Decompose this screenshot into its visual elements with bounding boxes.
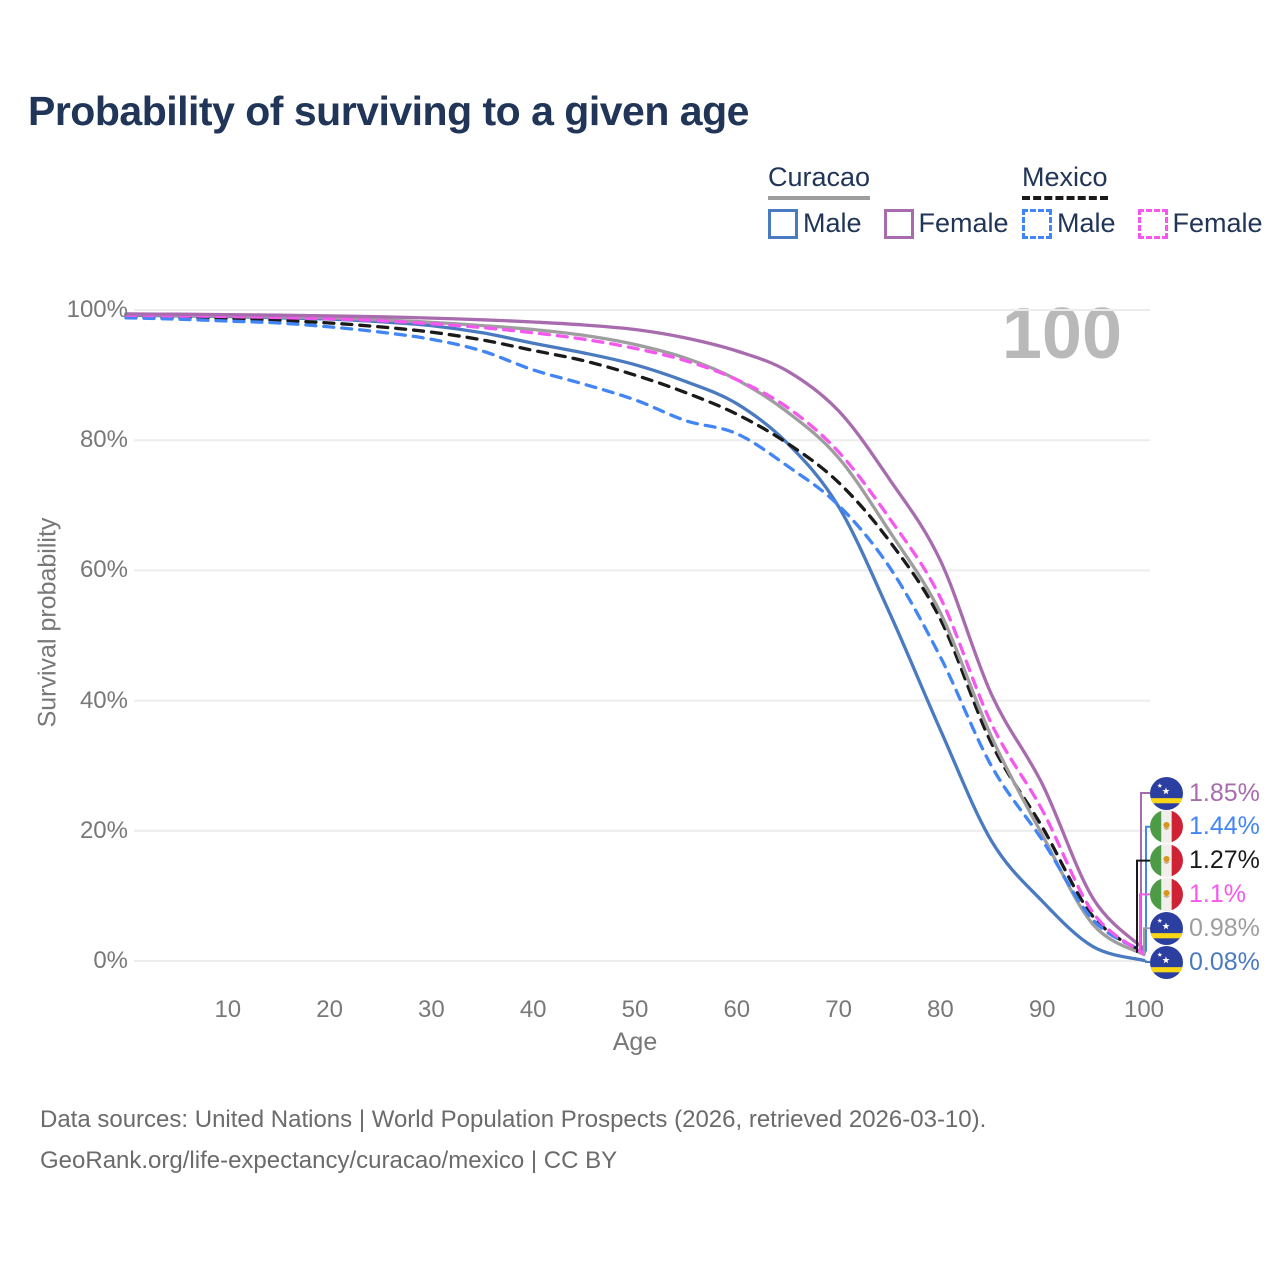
- x-tick-label: 60: [723, 996, 751, 1023]
- legend-label: Female: [918, 208, 1009, 238]
- curacao-male-swatch-icon: [768, 208, 798, 239]
- x-tick-label: 80: [927, 996, 954, 1023]
- series-line-curacao-total: [124, 312, 1146, 957]
- legend-label: Female: [1172, 208, 1263, 238]
- y-tick-label: 0%: [93, 947, 128, 974]
- legend-curacao-header: Curacao: [768, 162, 871, 200]
- x-tick-label: 50: [621, 996, 649, 1023]
- curve-end-value: 1.85%: [1189, 778, 1260, 807]
- curve-end-value: 0.98%: [1189, 913, 1260, 942]
- series-lines: [124, 312, 1146, 963]
- series-line-curacao-female: [124, 312, 1146, 951]
- mexico-female-swatch-icon: [1137, 208, 1168, 239]
- curve-end-label: 1.44%: [1150, 810, 1260, 843]
- end-label-connector: [1145, 960, 1150, 963]
- x-axis-title: Age: [612, 1028, 658, 1056]
- curacao-flag-icon: [1150, 912, 1183, 945]
- legend-group-curacao: Curacao Male Female: [768, 162, 1031, 239]
- mexico-flag-icon: [1150, 810, 1183, 843]
- legend-item-mexico-female: Female: [1137, 208, 1263, 239]
- legend-label: Male: [1057, 208, 1116, 238]
- end-label-connector: [1143, 927, 1150, 955]
- curve-end-value: 1.1%: [1189, 879, 1246, 908]
- age-watermark: 100: [1001, 294, 1122, 374]
- curve-end-label: 1.1%: [1150, 878, 1246, 911]
- legend-item-curacao-male: Male: [768, 208, 862, 239]
- y-tick-label: 80%: [79, 426, 128, 454]
- footer-data-sources: Data sources: United Nations | World Pop…: [40, 1106, 987, 1133]
- mexico-flag-icon: [1150, 878, 1183, 911]
- legend-group-mexico: Mexico Male Female: [1022, 162, 1280, 239]
- footer-attribution: GeoRank.org/life-expectancy/curacao/mexi…: [40, 1147, 618, 1174]
- end-label-connectors: [1136, 792, 1150, 963]
- curve-end-value: 1.27%: [1189, 846, 1260, 875]
- series-line-curacao-male: [124, 313, 1146, 963]
- legend-mexico-header: Mexico: [1022, 162, 1108, 200]
- curacao-flag-icon: [1150, 946, 1183, 979]
- legend-curacao-row: Male Female: [768, 208, 1031, 239]
- curacao-flag-icon: [1150, 777, 1183, 810]
- end-label-connector: [1139, 893, 1150, 954]
- curve-end-value: 0.08%: [1189, 947, 1260, 976]
- x-tick-label: 40: [519, 996, 547, 1023]
- series-line-mexico-total: [124, 314, 1146, 955]
- y-tick-label: 100%: [66, 296, 128, 323]
- curve-end-label: 1.27%: [1150, 844, 1260, 877]
- x-tick-label: 20: [316, 996, 343, 1023]
- y-tick-label: 20%: [79, 816, 128, 844]
- y-tick-label: 60%: [79, 556, 128, 584]
- end-label-connector: [1145, 825, 1150, 952]
- legend-label: Male: [803, 208, 862, 238]
- legend-mexico-row: Male Female: [1022, 208, 1280, 239]
- x-tick-label: 10: [214, 996, 242, 1023]
- end-label-connector: [1136, 859, 1150, 953]
- legend-item-curacao-female: Female: [883, 208, 1009, 239]
- y-tick-label: 40%: [79, 686, 128, 714]
- legend-item-mexico-male: Male: [1022, 208, 1116, 239]
- mexico-male-swatch-icon: [1022, 208, 1052, 239]
- curve-end-label: 1.85%: [1150, 777, 1260, 810]
- series-line-mexico-male: [124, 316, 1146, 954]
- gridlines: [134, 309, 1150, 962]
- x-tick-label: 70: [825, 996, 852, 1023]
- x-tick-label: 100: [1123, 996, 1165, 1023]
- x-tick-label: 90: [1028, 996, 1056, 1023]
- series-line-mexico-female: [124, 313, 1146, 956]
- mexico-flag-icon: [1150, 844, 1183, 877]
- page-title: Probability of surviving to a given age: [28, 88, 749, 134]
- curve-end-label: 0.98%: [1150, 912, 1260, 945]
- curacao-female-swatch-icon: [883, 208, 914, 239]
- curve-end-value: 1.44%: [1189, 812, 1260, 841]
- x-tick-label: 30: [418, 996, 445, 1023]
- curve-end-label: 0.08%: [1150, 946, 1260, 979]
